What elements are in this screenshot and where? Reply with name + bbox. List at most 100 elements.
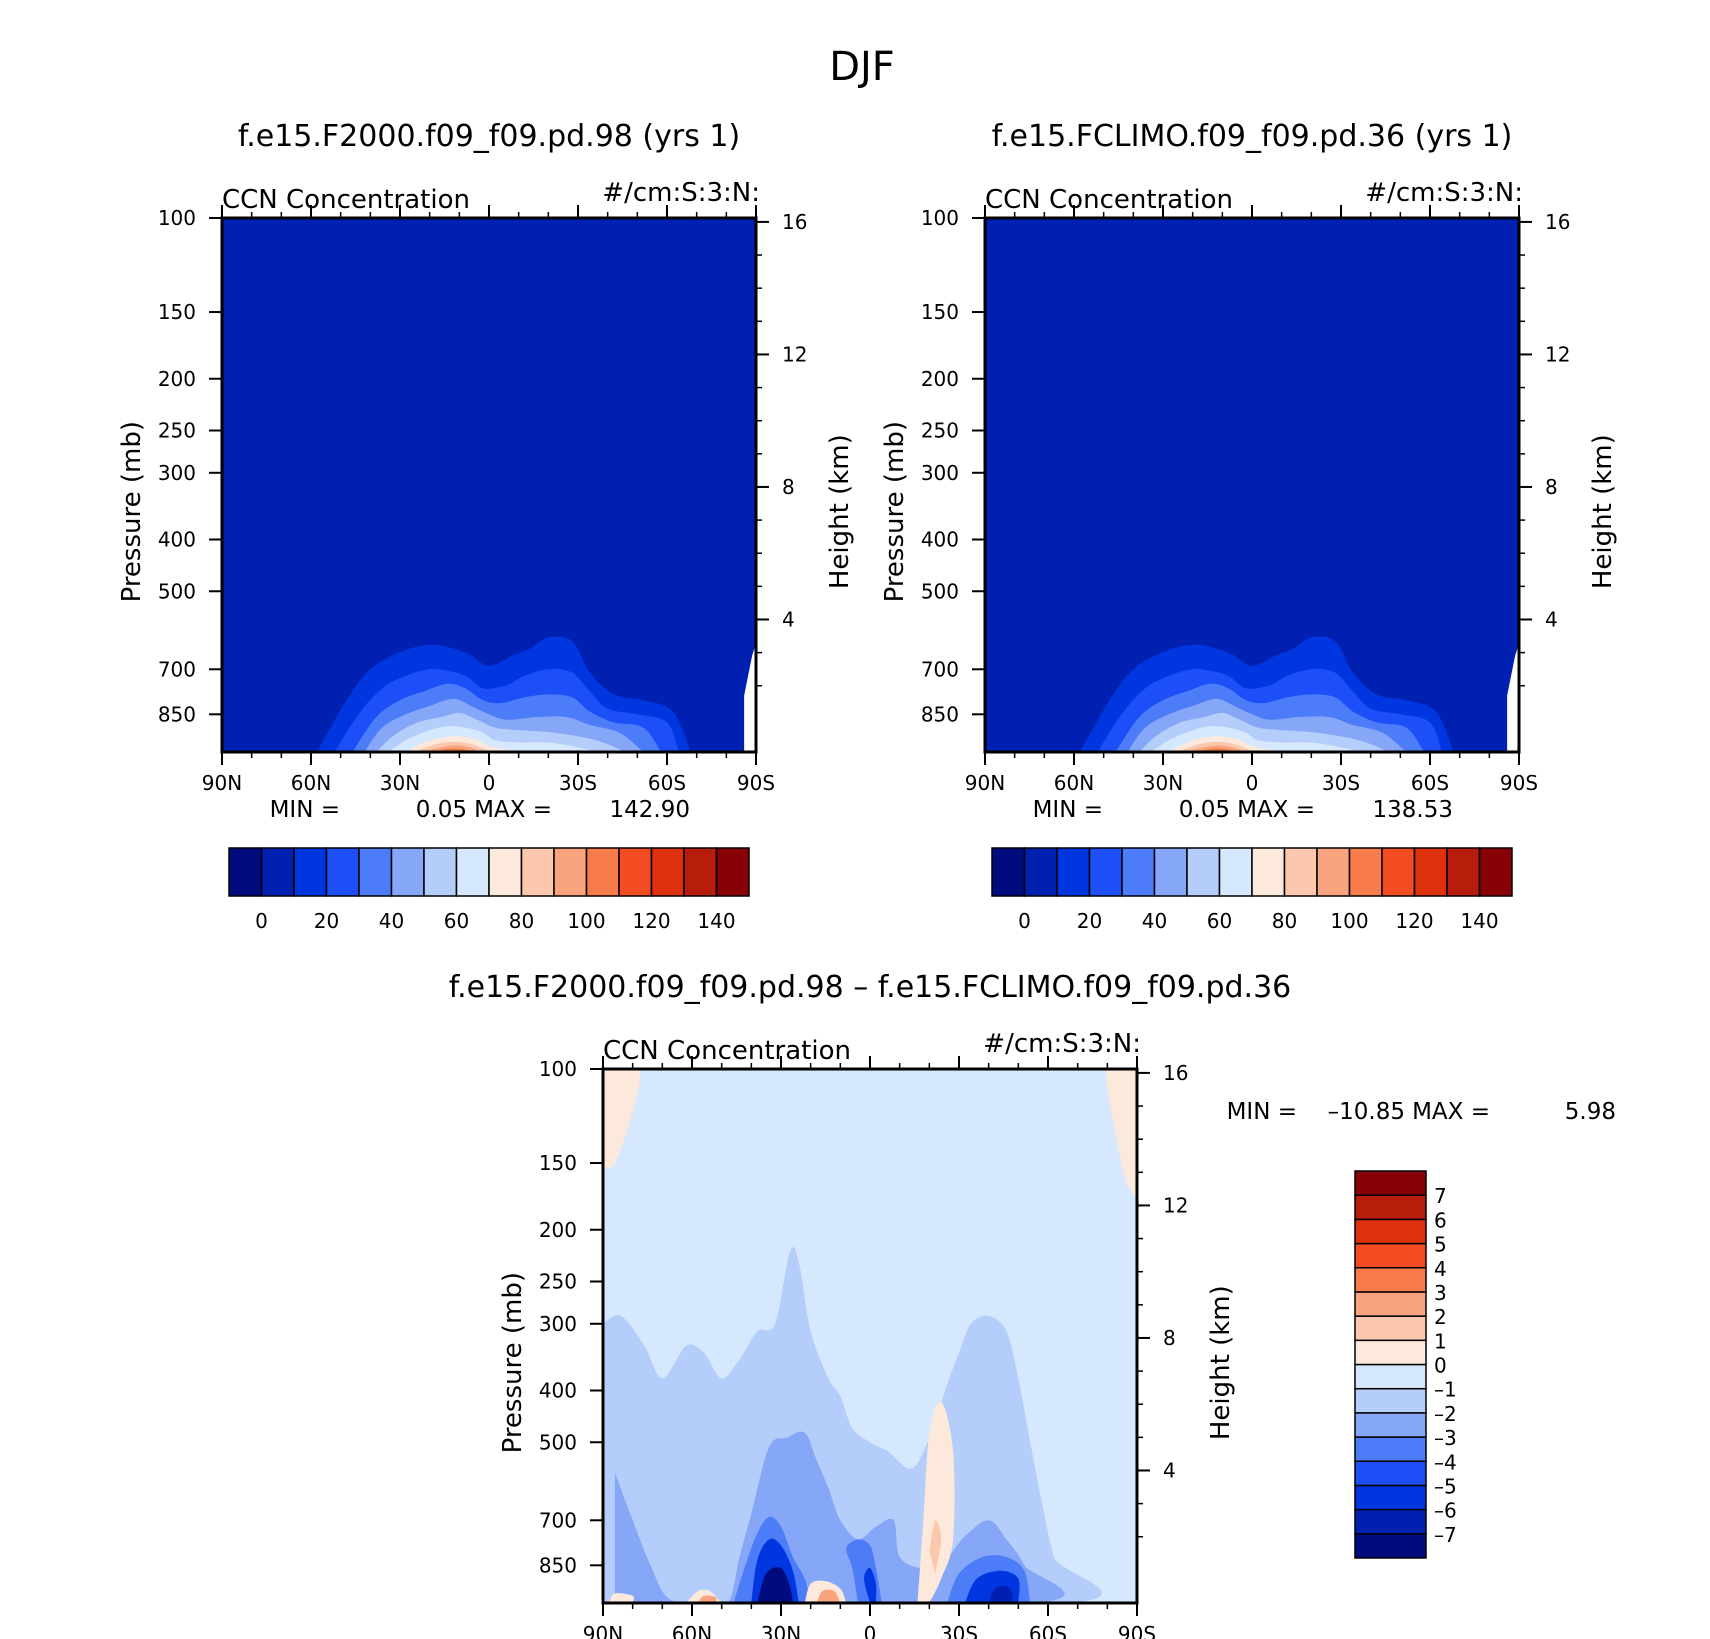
unit-label: #/cm:S:3:N:: [602, 178, 760, 208]
y-tick-label: 400: [158, 528, 196, 552]
x-tick-label: 30S: [559, 771, 597, 795]
colorbar-box: [1354, 1484, 1427, 1511]
colorbar-label: 0: [255, 909, 268, 933]
colorbar-box: [683, 847, 718, 897]
colorbar-box: [1354, 1363, 1427, 1390]
contour-level: [816, 1589, 841, 1603]
y-tick-label: 250: [539, 1270, 577, 1294]
max-value: 5.98: [1565, 1099, 1616, 1125]
y-right-axis-title: Height (km): [1206, 1285, 1236, 1440]
panel-difference: f.e15.F2000.f09_f09.pd.98 – f.e15.FCLIMO…: [449, 970, 1616, 1639]
colorbar-box: [553, 847, 588, 897]
colorbar-label: 80: [1272, 909, 1297, 933]
colorbar-label: 4: [1434, 1257, 1447, 1281]
x-tick-label: 90N: [965, 771, 1005, 795]
colorbar-box: [1354, 1387, 1427, 1414]
y-tick-label: 850: [158, 702, 196, 726]
y-right-tick-label: 16: [1163, 1061, 1188, 1085]
x-tick-label: 90N: [202, 771, 242, 795]
y-tick-label: 700: [158, 657, 196, 681]
x-tick-label: 60S: [1411, 771, 1449, 795]
unit-label: #/cm:S:3:N:: [1365, 178, 1523, 208]
y-tick-label: 250: [921, 418, 959, 442]
colorbar-box: [325, 847, 360, 897]
colorbar-box: [1354, 1170, 1427, 1196]
y-right-axis-title: Height (km): [825, 434, 855, 589]
colorbar-box: [1354, 1315, 1427, 1342]
colorbar-label: –3: [1434, 1426, 1457, 1450]
colorbar-box: [1056, 847, 1091, 897]
x-tick-label: 90N: [583, 1622, 623, 1639]
colorbar-box: [1478, 847, 1513, 897]
colorbar-box: [1381, 847, 1416, 897]
variable-label: CCN Concentration: [222, 185, 470, 215]
colorbar-box: [1023, 847, 1058, 897]
missing-data: [1507, 643, 1519, 752]
y-tick-label: 500: [921, 579, 959, 603]
panel-title: f.e15.F2000.f09_f09.pd.98 – f.e15.FCLIMO…: [449, 970, 1292, 1005]
contour-field: [222, 218, 756, 752]
colorbar-box: [991, 847, 1026, 897]
min-label: MIN =: [1227, 1099, 1297, 1125]
colorbar-box: [1354, 1533, 1427, 1559]
colorbar-label: 60: [1207, 909, 1232, 933]
y-tick-label: 700: [539, 1508, 577, 1532]
contour-level: [614, 1431, 1065, 1603]
colorbar-box: [1186, 847, 1221, 897]
colorbar-label: 120: [632, 909, 670, 933]
colorbar-box: [1354, 1194, 1427, 1221]
x-tick-label: 60N: [1054, 771, 1094, 795]
colorbar-label: –5: [1434, 1474, 1457, 1498]
colorbar-label: 20: [314, 909, 339, 933]
y-right-tick-label: 4: [1163, 1458, 1176, 1482]
y-tick-label: 100: [158, 206, 196, 230]
colorbar-label: 100: [567, 909, 605, 933]
contour-level: [608, 1593, 634, 1603]
y-tick-label: 400: [921, 528, 959, 552]
colorbar-box: [390, 847, 425, 897]
y-tick-label: 100: [921, 206, 959, 230]
variable-label: CCN Concentration: [603, 1036, 851, 1066]
colorbar-label: 5: [1434, 1233, 1447, 1257]
colorbar-box: [1354, 1242, 1427, 1269]
colorbar-box: [715, 847, 750, 897]
y-tick-label: 200: [158, 367, 196, 391]
min-label: MIN =: [270, 797, 340, 823]
min-value: 0.05: [1179, 797, 1230, 823]
colorbar-box: [260, 847, 295, 897]
colorbar-label: 0: [1018, 909, 1031, 933]
colorbar-box: [1153, 847, 1188, 897]
colorbar-label: –7: [1434, 1523, 1457, 1547]
y-tick-label: 250: [158, 418, 196, 442]
colorbar-label: –1: [1434, 1378, 1457, 1402]
y-tick-label: 200: [539, 1218, 577, 1242]
x-tick-label: 60N: [291, 771, 331, 795]
colorbar-box: [520, 847, 555, 897]
colorbar-box: [1354, 1436, 1427, 1462]
y-tick-label: 150: [158, 300, 196, 324]
y-axis-title: Pressure (mb): [117, 421, 147, 602]
colorbar-box: [488, 847, 523, 897]
colorbar-box: [1354, 1218, 1427, 1245]
x-tick-label: 90S: [737, 771, 775, 795]
max-label: MAX =: [1237, 797, 1315, 823]
y-tick-label: 850: [921, 702, 959, 726]
colorbar-label: 40: [379, 909, 404, 933]
y-right-tick-label: 12: [782, 342, 807, 366]
min-value: 0.05: [416, 797, 467, 823]
colorbar-box: [1354, 1460, 1427, 1487]
panel-f2000: f.e15.F2000.f09_f09.pd.98 (yrs 1) CCN Con…: [117, 119, 855, 933]
x-tick-label: 30S: [940, 1622, 978, 1639]
colorbar-box: [1283, 847, 1318, 897]
y-right-tick-label: 8: [1545, 475, 1558, 499]
max-label: MAX =: [474, 797, 552, 823]
colorbar-box: [1348, 847, 1383, 897]
figure-title: DJF: [829, 44, 895, 90]
colorbar-box: [1354, 1339, 1427, 1366]
colorbar-box: [1251, 847, 1286, 897]
colorbar-box: [618, 847, 653, 897]
colorbar-label: 40: [1142, 909, 1167, 933]
x-tick-label: 60S: [1029, 1622, 1067, 1639]
colorbar-box: [1316, 847, 1351, 897]
